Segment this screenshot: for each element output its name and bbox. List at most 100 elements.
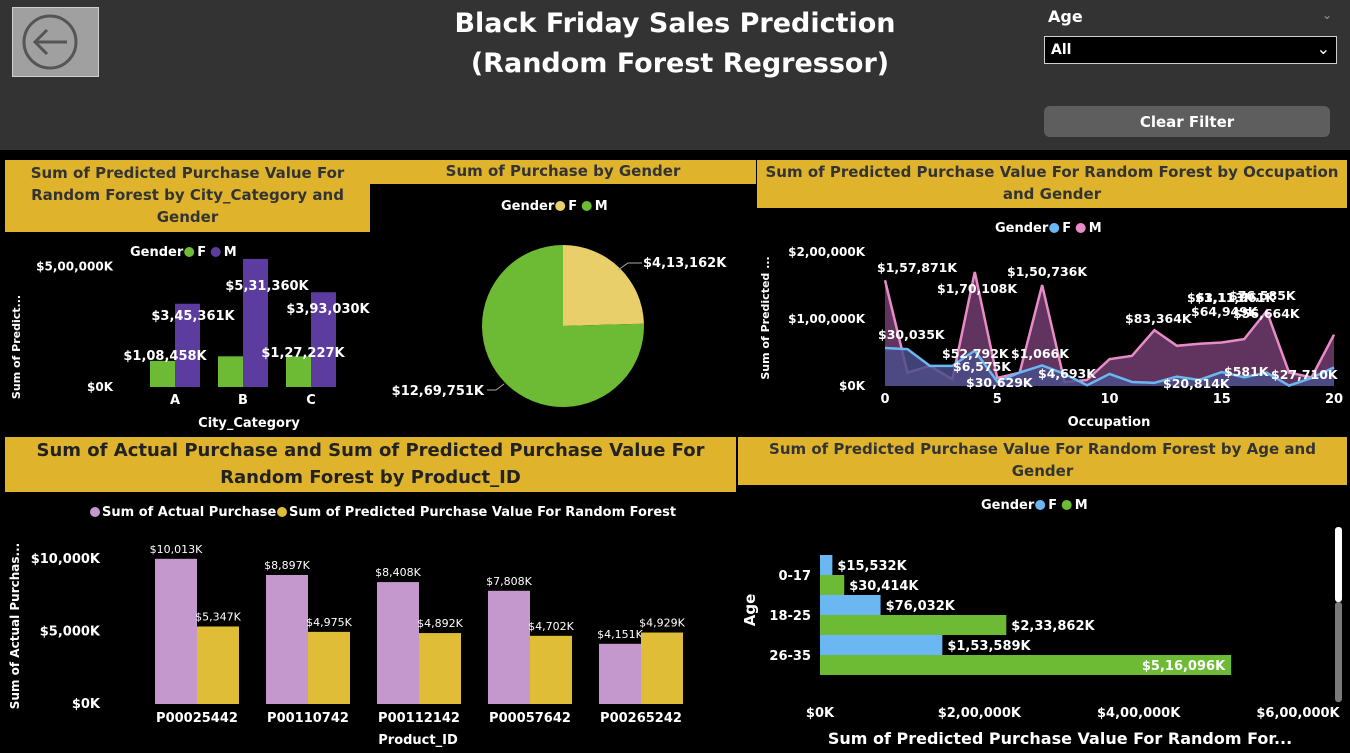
age-chart-scrollbar-track	[1335, 602, 1342, 702]
product-bar-P00025442-actual[interactable]	[155, 558, 197, 704]
city-data-label: $1,27,227K	[261, 346, 345, 361]
age-bar-0-17-M[interactable]	[820, 575, 845, 595]
product-bar-P00112142-actual[interactable]	[377, 582, 419, 704]
occ-legend-item: M	[1089, 221, 1102, 236]
city-legend-item: M	[224, 245, 237, 260]
occ-line-M[interactable]	[883, 271, 1336, 384]
age-legend-title: Gender	[981, 498, 1035, 513]
age-legend-item: F	[1048, 498, 1057, 513]
occ-y-axis-label: Sum of Predicted ...	[759, 256, 772, 379]
age-filter-dropdown[interactable]: All ⌄	[1044, 36, 1337, 64]
pie-legend-item: F	[568, 199, 577, 214]
city-legend-title: Gender	[130, 245, 184, 260]
page-title: Black Friday Sales Prediction	[454, 8, 896, 39]
product-legend-swatch	[90, 507, 100, 517]
age-y-axis-label: Age	[741, 594, 759, 627]
product-legend-swatch	[277, 507, 287, 517]
occ-legend-swatch	[1049, 223, 1060, 233]
city-bar-M-A[interactable]	[175, 303, 200, 387]
occ-x-tick: 15	[1213, 392, 1231, 407]
occ-legend-swatch	[1075, 223, 1086, 233]
occ-data-label: $30,035K	[878, 327, 946, 342]
product-bar-P00112142-predicted[interactable]	[419, 633, 461, 704]
city-data-label: $1,08,458K	[123, 349, 207, 364]
occ-data-label: $56,664K	[1233, 306, 1301, 321]
age-x-tick: $0K	[806, 706, 835, 721]
occ-area-F	[885, 348, 1334, 386]
gender-pie-chart: Gender F M $4,13,162K $12,69,751K	[392, 199, 727, 407]
product-bar-P00265242-actual[interactable]	[599, 643, 641, 704]
occ-data-label: $1,70,108K	[937, 281, 1018, 296]
product-data-label: $8,897K	[264, 559, 310, 572]
collapse-chevron-icon[interactable]: ⌄	[1322, 8, 1333, 22]
age-x-axis-label: Sum of Predicted Purchase Value For Rand…	[828, 729, 1292, 748]
product-bar-P00265242-predicted[interactable]	[641, 632, 683, 704]
city-x-tick: B	[238, 393, 248, 408]
occ-data-label: $30,629K	[966, 375, 1034, 390]
pie-leader-line	[487, 383, 505, 391]
age-legend-swatch	[1035, 500, 1046, 510]
product-data-label: $8,408K	[375, 566, 421, 579]
age-x-tick: $6,00,000K	[1256, 706, 1340, 721]
pie-slice-M[interactable]	[482, 245, 644, 407]
city-data-label: $3,93,030K	[286, 302, 370, 317]
age-chart-scrollbar[interactable]	[1335, 527, 1342, 602]
back-button[interactable]	[12, 7, 99, 77]
product-data-label: $7,808K	[486, 575, 532, 588]
city-bar-M-C[interactable]	[311, 292, 336, 387]
city-category-chart-panel: Sum of Predicted Purchase Value For Rand…	[5, 160, 370, 432]
age-x-tick: $4,00,000K	[1097, 706, 1181, 721]
chevron-down-icon: ⌄	[1316, 39, 1330, 58]
product-data-label: $10,013K	[150, 543, 203, 556]
product-y-axis-label: Sum of Actual Purchas...	[8, 543, 22, 709]
city-bar-F-C[interactable]	[286, 356, 311, 387]
product-bar-P00110742-actual[interactable]	[266, 574, 308, 704]
occ-data-label: $6,575K	[953, 359, 1012, 374]
age-bar-26-35-F[interactable]	[820, 635, 943, 655]
age-y-tick: 0-17	[778, 569, 811, 584]
product-id-chart-title: Sum of Actual Purchase and Sum of Predic…	[5, 437, 736, 492]
occ-data-label: $64,949K	[1191, 304, 1259, 319]
age-chart-title: Sum of Predicted Purchase Value For Rand…	[738, 437, 1347, 485]
pie-legend-swatch	[581, 201, 592, 211]
product-data-label: $4,929K	[639, 617, 685, 630]
product-bar-P00025442-predicted[interactable]	[197, 626, 239, 704]
occ-area-M	[885, 272, 1334, 386]
city-category-chart: Gender F M $0K $5,00,000K Sum of Predict... A B…	[10, 245, 370, 431]
pie-legend-swatch	[555, 201, 566, 211]
occ-x-tick: 0	[880, 392, 889, 407]
city-y-tick: $5,00,000K	[36, 259, 114, 273]
product-bar-P00057642-predicted[interactable]	[530, 635, 572, 704]
occ-line-F[interactable]	[884, 346, 1335, 387]
product-x-tick: P00265242	[600, 711, 682, 726]
pie-slice-F[interactable]	[563, 245, 644, 326]
product-y-tick: $0K	[72, 697, 101, 712]
product-data-label: $5,347K	[195, 610, 241, 623]
city-bar-F-B[interactable]	[218, 356, 243, 387]
age-bar-18-25-F[interactable]	[820, 595, 881, 615]
pie-legend-title: Gender	[501, 199, 555, 214]
age-chart: Gender F M $15,532K $30,414K 0-17 $76,032K $2,3…	[741, 498, 1341, 748]
occ-data-label: $52,792K	[942, 346, 1010, 361]
occ-data-label: $27,710K	[1271, 367, 1339, 382]
pie-label-m: $12,69,751K	[392, 384, 485, 399]
product-bar-P00110742-predicted[interactable]	[308, 631, 350, 704]
age-bar-0-17-F[interactable]	[820, 555, 833, 575]
product-x-tick: P00110742	[267, 711, 349, 726]
clear-filter-button[interactable]: Clear Filter	[1044, 106, 1330, 137]
gender-pie-chart-title: Sum of Purchase by Gender	[370, 160, 756, 184]
city-bar-M-B[interactable]	[243, 258, 268, 387]
city-bar-F-A[interactable]	[150, 360, 175, 387]
age-bar-26-35-M[interactable]	[820, 655, 1232, 675]
occ-data-label: $63,113K	[1187, 290, 1255, 305]
product-x-tick: P00112142	[378, 711, 460, 726]
product-bar-P00057642-actual[interactable]	[488, 590, 530, 704]
occ-data-label: $1,066K	[1011, 346, 1070, 361]
product-y-tick: $5,000K	[40, 625, 101, 640]
product-x-axis-label: Product_ID	[378, 733, 458, 748]
occ-data-label: $20,814K	[1163, 376, 1231, 391]
age-bar-18-25-M[interactable]	[820, 615, 1007, 635]
product-x-tick: P00057642	[489, 711, 571, 726]
product-id-chart-panel: Sum of Actual Purchase and Sum of Predic…	[5, 437, 736, 753]
age-data-label: $30,414K	[849, 579, 919, 594]
